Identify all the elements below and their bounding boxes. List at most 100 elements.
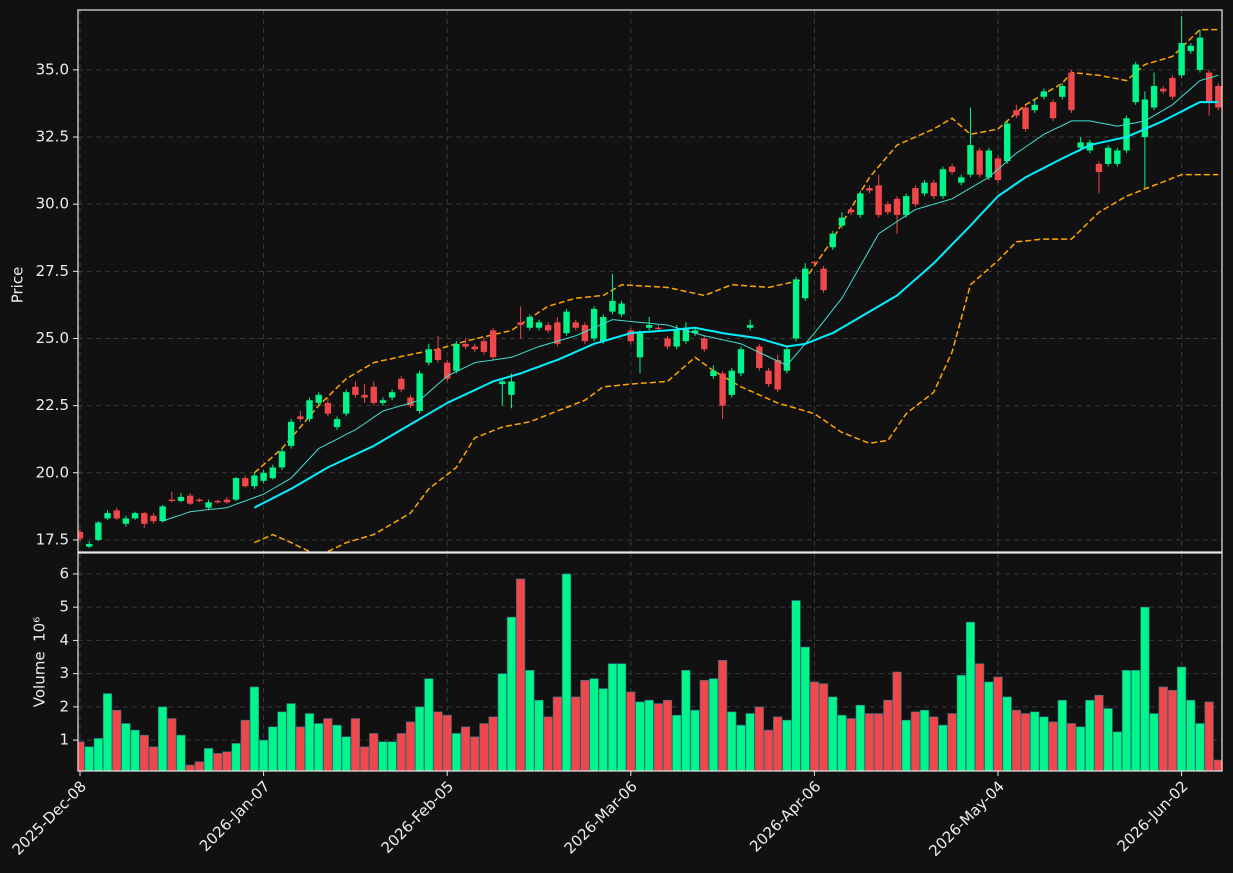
volume-bar [993, 676, 1003, 771]
candle-body [168, 499, 175, 501]
candle-body [1205, 72, 1213, 103]
volume-bar [185, 764, 195, 771]
volume-bar [78, 741, 85, 771]
volume-bar [727, 711, 737, 771]
candle-body [820, 268, 827, 291]
candle-body [554, 322, 561, 344]
volume-bar [396, 733, 406, 771]
candle-body [756, 346, 763, 369]
volume-bar [139, 734, 149, 771]
volume-bar [1048, 721, 1058, 771]
candle-body [425, 349, 433, 363]
candle-body [196, 499, 203, 501]
volume-bar [231, 743, 241, 771]
volume-bar [304, 713, 315, 771]
candle-body [159, 506, 166, 522]
volume-bar [717, 660, 728, 771]
candle-body [416, 373, 423, 411]
volume-bar [268, 726, 278, 771]
volume-bar [213, 753, 223, 771]
volume-bar [846, 718, 856, 771]
price-frame [77, 9, 1223, 553]
volume-bar [947, 713, 957, 771]
volume-bar [460, 726, 471, 771]
volume-bar [754, 706, 764, 771]
volume-bar [525, 670, 535, 771]
line-dashed [254, 173, 1219, 552]
volume-bar [892, 671, 902, 771]
candle-body [150, 515, 157, 522]
y-tick-label: 17.5 [36, 530, 69, 548]
candle-body [1003, 123, 1011, 162]
candle-body [590, 308, 598, 339]
candle-body [444, 362, 451, 379]
volume-bar [277, 711, 287, 771]
volume-bar [433, 711, 443, 771]
candle-body [177, 496, 185, 501]
volume-bar [580, 679, 590, 771]
volume-bar [222, 751, 232, 771]
marks-layer [78, 16, 1222, 771]
volume-bar [635, 701, 645, 771]
volume-bar [167, 718, 177, 771]
volume-bar [1195, 723, 1205, 771]
candle-body [948, 166, 956, 172]
volume-bar [1057, 699, 1067, 771]
candle-body [774, 359, 781, 390]
volume-bar [194, 761, 204, 771]
candle-body [627, 330, 634, 342]
candle-body [664, 338, 671, 347]
candle-body [903, 196, 910, 215]
candle-body [407, 397, 414, 406]
volume-bar [929, 716, 939, 771]
candle-body [581, 325, 589, 342]
candle-body [462, 343, 469, 347]
volume-bar [506, 616, 517, 771]
volume-bar [1149, 713, 1159, 771]
volume-bar [323, 718, 333, 771]
volume-bar [424, 678, 434, 771]
volume-bar [534, 699, 544, 771]
volume-bar [561, 573, 572, 771]
candle-body [434, 349, 442, 360]
candle-body [563, 311, 570, 334]
volume-bar [883, 699, 893, 771]
candle-body [691, 330, 699, 334]
volume-bar [341, 736, 351, 771]
volume-bar [415, 706, 425, 771]
candle-body [333, 419, 341, 428]
volume-bar [442, 714, 452, 771]
volume-bar [1131, 670, 1141, 771]
volume-bar [809, 681, 819, 771]
candle-body [1022, 107, 1029, 129]
candle-body [847, 209, 855, 213]
candle-body [1160, 88, 1167, 92]
y-tick-label: 25.0 [36, 329, 69, 347]
candle-body [1196, 37, 1204, 70]
volume-bar [1094, 694, 1104, 771]
candle-body [792, 279, 800, 339]
y-tick-label: 27.5 [36, 262, 69, 280]
volume-bar [672, 714, 682, 771]
candle-body [1068, 72, 1075, 111]
y-tick-label: 30.0 [36, 195, 69, 213]
candle-body [113, 510, 120, 519]
volume-bar [1085, 699, 1095, 771]
candle-body [370, 386, 377, 403]
candle-body [618, 303, 625, 315]
volume-bar [479, 723, 489, 771]
candle-body [655, 327, 662, 330]
volume-bar [1030, 711, 1040, 771]
volume-bar [736, 724, 746, 771]
volume-frame [77, 552, 1223, 772]
candle-body [131, 513, 139, 519]
volume-bar [662, 699, 673, 771]
candle-body [967, 145, 974, 175]
candle-body [1095, 163, 1103, 172]
volume-bar [800, 646, 810, 771]
candle-body [1059, 86, 1066, 97]
candle-body [232, 478, 240, 500]
volume-bar [93, 738, 103, 771]
volume-bar [1177, 666, 1187, 771]
